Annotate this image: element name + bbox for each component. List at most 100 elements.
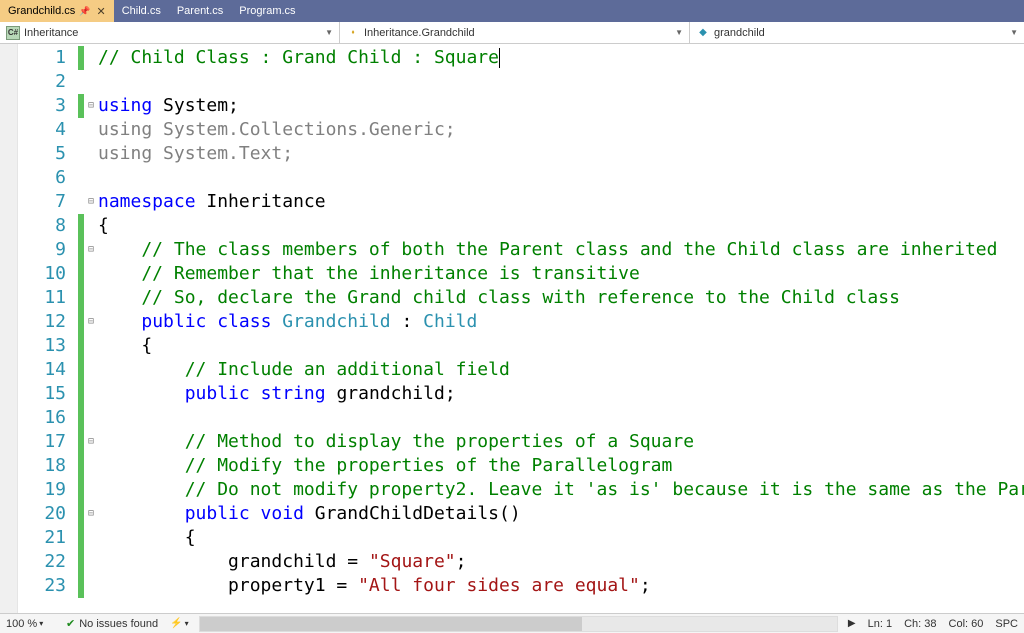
- code-line[interactable]: // Modify the properties of the Parallel…: [98, 454, 1024, 478]
- code-line[interactable]: {: [98, 214, 1024, 238]
- code-area[interactable]: // Child Class : Grand Child : Square usi…: [98, 44, 1024, 613]
- fold-toggle[interactable]: ⊟: [84, 94, 98, 118]
- zoom-value: 100 %: [6, 618, 37, 630]
- code-line[interactable]: // Child Class : Grand Child : Square: [98, 46, 1024, 70]
- code-line[interactable]: // So, declare the Grand child class wit…: [98, 286, 1024, 310]
- file-tab[interactable]: Program.cs: [231, 0, 303, 22]
- line-number: 10: [18, 262, 66, 286]
- fold-toggle: [84, 358, 98, 382]
- fold-toggle[interactable]: ⊟: [84, 238, 98, 262]
- code-line[interactable]: {: [98, 526, 1024, 550]
- line-number: 7: [18, 190, 66, 214]
- indicator-margin: [0, 44, 18, 613]
- close-icon[interactable]: ✕: [96, 5, 105, 18]
- code-line[interactable]: using System.Text;: [98, 142, 1024, 166]
- fold-toggle: [84, 550, 98, 574]
- scroll-arrow[interactable]: ▶: [842, 614, 862, 633]
- tab-label: Program.cs: [239, 5, 295, 17]
- line-number: 5: [18, 142, 66, 166]
- fold-toggle: [84, 118, 98, 142]
- line-number: 2: [18, 70, 66, 94]
- nav-project-dropdown[interactable]: C# Inheritance ▼: [0, 22, 340, 43]
- line-number: 19: [18, 478, 66, 502]
- fold-toggle: [84, 46, 98, 70]
- scrollbar-thumb[interactable]: [200, 617, 582, 631]
- fold-toggle: [84, 286, 98, 310]
- code-line[interactable]: property1 = "All four sides are equal";: [98, 574, 1024, 598]
- fold-toggle[interactable]: ⊟: [84, 190, 98, 214]
- code-line[interactable]: namespace Inheritance: [98, 190, 1024, 214]
- line-number: 15: [18, 382, 66, 406]
- issues-indicator[interactable]: ✔ No issues found: [60, 614, 164, 633]
- line-number: 23: [18, 574, 66, 598]
- code-line[interactable]: public string grandchild;: [98, 382, 1024, 406]
- fold-toggle: [84, 574, 98, 598]
- code-line[interactable]: public class Grandchild : Child: [98, 310, 1024, 334]
- code-line[interactable]: using System.Collections.Generic;: [98, 118, 1024, 142]
- code-editor[interactable]: 1234567891011121314151617181920212223 ⊟⊟…: [0, 44, 1024, 613]
- lightning-icon: ⚡: [170, 618, 182, 629]
- error-nav[interactable]: ⚡ ▾: [164, 614, 194, 633]
- csharp-icon: C#: [6, 26, 20, 40]
- code-line[interactable]: // Method to display the properties of a…: [98, 430, 1024, 454]
- spacing-mode[interactable]: SPC: [989, 618, 1024, 630]
- chevron-down-icon: ▾: [185, 619, 189, 628]
- code-line[interactable]: public void GrandChildDetails(): [98, 502, 1024, 526]
- fold-toggle: [84, 166, 98, 190]
- tab-bar: Grandchild.cs 📌 ✕ Child.cs Parent.cs Program.…: [0, 0, 1024, 22]
- line-number: 17: [18, 430, 66, 454]
- issues-text: No issues found: [79, 618, 158, 630]
- file-tab[interactable]: Grandchild.cs 📌 ✕: [0, 0, 114, 22]
- fold-toggle: [84, 142, 98, 166]
- code-line[interactable]: // Include an additional field: [98, 358, 1024, 382]
- tab-label: Child.cs: [122, 5, 161, 17]
- line-number: 16: [18, 406, 66, 430]
- code-line[interactable]: using System;: [98, 94, 1024, 118]
- line-indicator[interactable]: Ln: 1: [862, 618, 898, 630]
- fold-toggle: [84, 262, 98, 286]
- code-line[interactable]: {: [98, 334, 1024, 358]
- nav-class-label: Inheritance.Grandchild: [364, 27, 475, 39]
- code-line[interactable]: // Remember that the inheritance is tran…: [98, 262, 1024, 286]
- pin-icon[interactable]: 📌: [79, 6, 90, 17]
- chevron-down-icon: ▾: [39, 619, 43, 628]
- chevron-down-icon: ▼: [325, 28, 333, 37]
- outlining-margin: ⊟ ⊟ ⊟ ⊟ ⊟ ⊟: [84, 44, 98, 613]
- line-number: 8: [18, 214, 66, 238]
- code-line[interactable]: // The class members of both the Parent …: [98, 238, 1024, 262]
- line-number-gutter: 1234567891011121314151617181920212223: [18, 44, 78, 613]
- fold-toggle: [84, 214, 98, 238]
- nav-member-dropdown[interactable]: ◆ grandchild ▼: [690, 22, 1024, 43]
- line-number: 21: [18, 526, 66, 550]
- fold-toggle[interactable]: ⊟: [84, 310, 98, 334]
- horizontal-scrollbar[interactable]: [199, 616, 838, 632]
- file-tab[interactable]: Child.cs: [114, 0, 169, 22]
- fold-toggle: [84, 382, 98, 406]
- nav-class-dropdown[interactable]: ⬪ Inheritance.Grandchild ▼: [340, 22, 690, 43]
- line-number: 22: [18, 550, 66, 574]
- code-line[interactable]: [98, 166, 1024, 190]
- status-bar: 100 % ▾ ✔ No issues found ⚡ ▾ ▶ Ln: 1 Ch…: [0, 613, 1024, 633]
- code-line[interactable]: // Do not modify property2. Leave it 'as…: [98, 478, 1024, 502]
- file-tab[interactable]: Parent.cs: [169, 0, 231, 22]
- check-circle-icon: ✔: [66, 617, 75, 630]
- code-line[interactable]: [98, 406, 1024, 430]
- char-indicator[interactable]: Ch: 38: [898, 618, 942, 630]
- fold-toggle: [84, 406, 98, 430]
- col-indicator[interactable]: Col: 60: [943, 618, 990, 630]
- fold-toggle: [84, 334, 98, 358]
- fold-toggle[interactable]: ⊟: [84, 430, 98, 454]
- code-line[interactable]: grandchild = "Square";: [98, 550, 1024, 574]
- line-number: 3: [18, 94, 66, 118]
- navigation-bar: C# Inheritance ▼ ⬪ Inheritance.Grandchil…: [0, 22, 1024, 44]
- fold-toggle[interactable]: ⊟: [84, 502, 98, 526]
- tab-label: Grandchild.cs: [8, 5, 75, 17]
- line-number: 11: [18, 286, 66, 310]
- line-number: 4: [18, 118, 66, 142]
- code-line[interactable]: [98, 70, 1024, 94]
- fold-toggle: [84, 70, 98, 94]
- line-number: 12: [18, 310, 66, 334]
- line-number: 20: [18, 502, 66, 526]
- fold-toggle: [84, 526, 98, 550]
- zoom-level[interactable]: 100 % ▾: [0, 614, 60, 633]
